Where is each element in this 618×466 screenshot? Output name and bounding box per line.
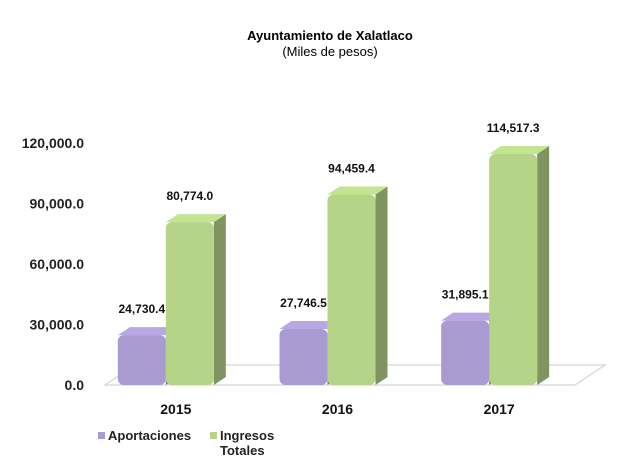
- legend-swatch: [98, 432, 105, 439]
- data-label: 114,517.3: [487, 121, 540, 135]
- x-tick-label: 2015: [160, 401, 191, 417]
- x-tick-label: 2017: [484, 401, 515, 417]
- data-label: 94,459.4: [328, 162, 375, 176]
- bar-top: [165, 214, 226, 223]
- y-tick-label: 90,000.0: [30, 196, 85, 212]
- bar-top: [489, 146, 550, 155]
- data-label: 27,746.5: [280, 296, 327, 310]
- bar-front: [327, 194, 376, 385]
- legend-label: Aportaciones: [108, 428, 192, 443]
- bar-side: [537, 146, 550, 385]
- bar-side: [213, 214, 226, 385]
- bar-top: [117, 327, 178, 336]
- bar-front: [441, 320, 490, 385]
- data-label: 31,895.1: [442, 288, 489, 302]
- bar-front: [489, 154, 538, 385]
- bar-side: [375, 186, 388, 385]
- bar: [165, 214, 226, 385]
- bar-front: [165, 222, 214, 385]
- bar: [327, 186, 388, 385]
- data-label: 80,774.0: [166, 189, 213, 203]
- bar: [489, 146, 550, 385]
- legend-label: Ingresos Totales: [220, 428, 275, 458]
- x-tick-label: 2016: [322, 401, 353, 417]
- data-label: 24,730.4: [118, 302, 165, 316]
- bar-top: [327, 186, 388, 195]
- legend-swatch: [210, 432, 217, 439]
- y-tick-label: 0.0: [65, 377, 85, 393]
- chart-title: Ayuntamiento de Xalatlaco: [247, 28, 413, 43]
- chart-subtitle: (Miles de pesos): [282, 44, 377, 59]
- bar-top: [441, 312, 502, 321]
- y-tick-label: 30,000.0: [30, 317, 85, 333]
- legend-item: Aportaciones: [98, 428, 192, 443]
- bar-top: [279, 321, 340, 330]
- y-tick-label: 60,000.0: [30, 256, 85, 272]
- bar-front: [279, 329, 328, 385]
- bar-front: [117, 335, 166, 385]
- legend-item: Ingresos Totales: [210, 428, 280, 458]
- y-tick-label: 120,000.0: [22, 135, 84, 151]
